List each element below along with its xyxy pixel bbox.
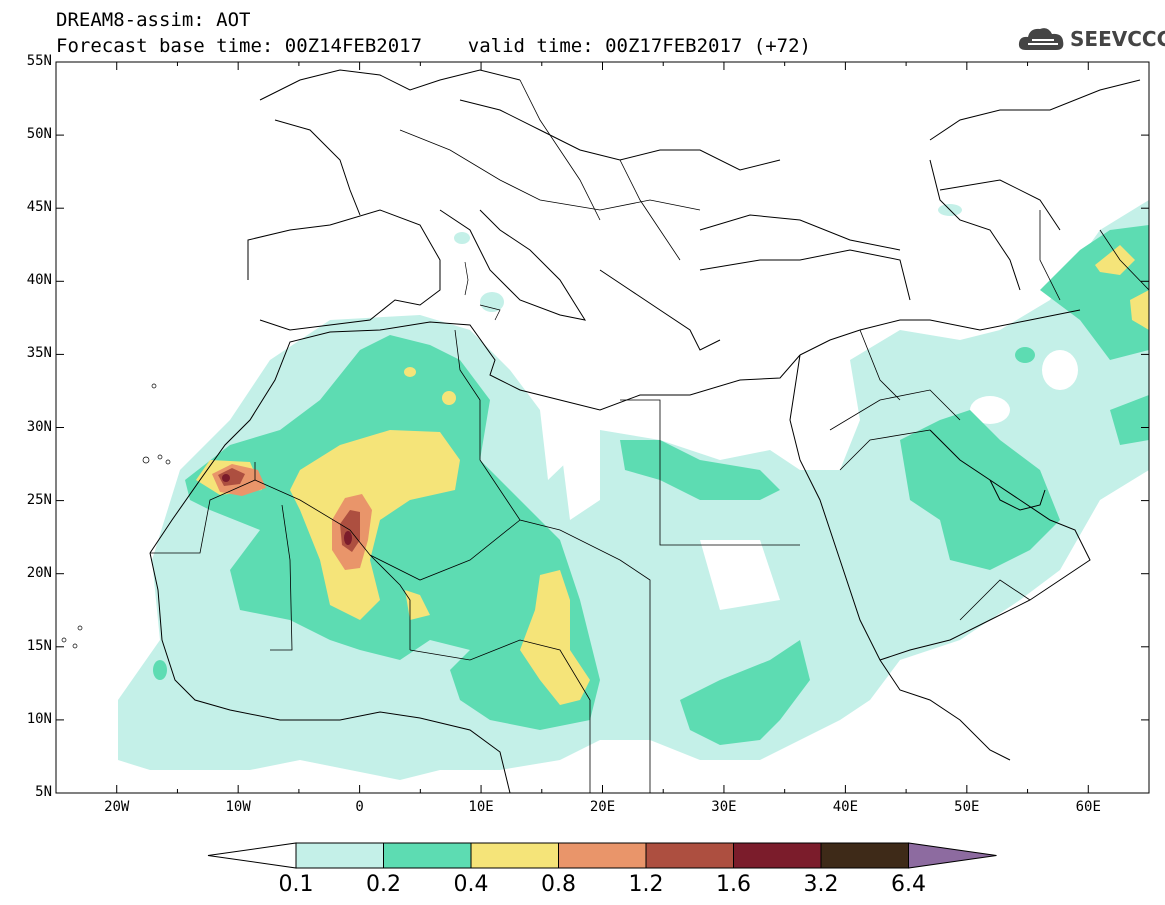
lon-label: 40E: [832, 799, 859, 815]
colorbar-segment: [383, 842, 472, 869]
map-title: DREAM8-assim: AOT: [56, 9, 251, 31]
lon-label: 50E: [954, 799, 980, 815]
lat-label: 5N: [35, 784, 52, 800]
axis-ticks: [55, 61, 1150, 794]
colorbar-min-arrow: [207, 842, 297, 869]
colorbar-label: 3.2: [803, 872, 839, 897]
aot-field: [61, 69, 1149, 793]
lat-label: 50N: [26, 126, 52, 143]
colorbar: [207, 842, 997, 869]
colorbar-segment: [558, 842, 647, 869]
lon-label: 10E: [468, 799, 494, 815]
lat-label: 15N: [26, 637, 52, 654]
aot-level-1.6: [222, 474, 352, 545]
lat-label: 20N: [26, 564, 52, 581]
lat-label: 45N: [26, 199, 52, 216]
lon-label: 60E: [1075, 799, 1101, 815]
colorbar-label: 0.1: [278, 872, 314, 897]
lon-label: 20W: [104, 799, 130, 815]
colorbar-max-arrow: [908, 842, 997, 869]
lat-label: 55N: [26, 53, 52, 69]
colorbar-label: 6.4: [891, 872, 926, 897]
seevccc-logo: SEEVCCC: [1018, 22, 1165, 56]
colorbar-segment: [645, 842, 734, 869]
lat-label: 30N: [26, 418, 52, 435]
lon-label: 20E: [589, 799, 616, 815]
lon-label: 30E: [711, 799, 737, 815]
coastlines: [149, 69, 1141, 793]
colorbar-segment: [820, 842, 909, 869]
aot-level-0.2: [153, 225, 1149, 745]
lon-label: 0: [355, 799, 364, 815]
colorbar-label: 1.2: [628, 872, 664, 897]
lat-label: 25N: [26, 491, 52, 508]
colorbar-label: 0.8: [541, 872, 576, 897]
colorbar-label: 0.4: [453, 872, 489, 897]
forecast-time-line: Forecast base time: 00Z14FEB2017 valid t…: [56, 35, 811, 57]
cloud-gear-icon: [1018, 28, 1064, 50]
lat-label: 10N: [26, 710, 52, 727]
borders: [150, 79, 1149, 793]
logo-text: SEEVCCC: [1070, 27, 1165, 51]
colorbar-label: 0.2: [366, 872, 401, 897]
colorbar-segment: [295, 842, 384, 869]
lat-label: 40N: [26, 272, 52, 289]
colorbar-label: 1.6: [716, 872, 751, 897]
lon-label: 10W: [225, 799, 251, 815]
lat-label: 35N: [26, 345, 52, 362]
colorbar-segment: [733, 842, 822, 869]
colorbar-segment: [470, 842, 559, 869]
islands: [61, 261, 501, 649]
